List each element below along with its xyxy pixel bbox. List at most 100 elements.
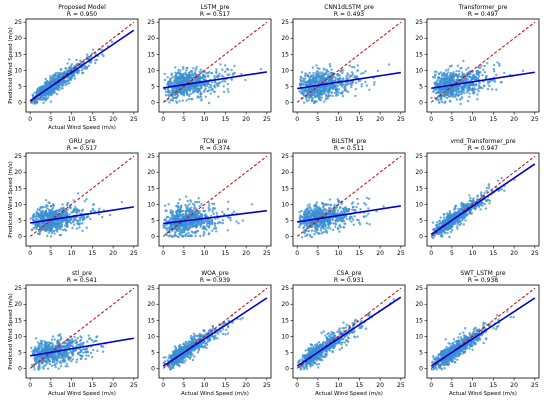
data-point <box>441 100 444 104</box>
x-tick-label: 0 <box>161 250 165 257</box>
data-point <box>322 206 325 209</box>
data-point <box>52 206 55 210</box>
data-point <box>194 214 197 217</box>
data-point <box>308 82 312 86</box>
data-point <box>76 72 80 75</box>
data-point <box>342 208 346 211</box>
data-point <box>449 100 452 103</box>
data-point <box>335 205 338 209</box>
data-point <box>83 200 87 203</box>
data-point <box>326 75 329 78</box>
data-point <box>66 201 70 205</box>
data-point <box>168 101 171 104</box>
data-point <box>327 70 330 73</box>
data-point <box>177 71 180 75</box>
data-point <box>35 90 39 93</box>
data-point <box>173 234 176 238</box>
data-point <box>210 89 214 92</box>
data-point <box>197 200 201 204</box>
data-point <box>360 72 363 75</box>
data-point <box>360 82 363 86</box>
data-point <box>36 212 40 215</box>
data-point <box>364 80 367 84</box>
data-point <box>221 210 224 214</box>
data-point <box>492 67 495 71</box>
data-point <box>81 218 85 221</box>
y-axis-label: Predicted Wind Speed (m/s) <box>8 161 14 238</box>
data-point <box>73 74 76 77</box>
data-point <box>435 98 438 102</box>
data-point <box>226 207 230 211</box>
y-tick-label: 0 <box>18 233 22 240</box>
data-point <box>35 226 38 229</box>
data-point <box>51 221 54 224</box>
data-point <box>191 74 195 77</box>
data-point <box>477 90 480 93</box>
data-point <box>165 234 169 237</box>
data-point <box>344 88 347 92</box>
data-point <box>350 74 354 78</box>
data-point <box>205 224 209 228</box>
data-point <box>87 64 91 68</box>
data-point <box>329 65 332 68</box>
data-point <box>333 203 336 207</box>
data-point <box>74 64 78 67</box>
data-point <box>326 226 330 230</box>
data-point <box>313 95 316 99</box>
data-point <box>47 213 50 216</box>
data-point <box>448 95 451 99</box>
data-point <box>331 228 335 232</box>
data-point <box>195 201 199 204</box>
data-point <box>194 69 197 73</box>
data-point <box>457 87 460 90</box>
data-point <box>465 78 468 82</box>
data-point <box>207 209 210 212</box>
data-point <box>182 93 185 96</box>
data-point <box>465 68 468 71</box>
data-point <box>331 87 335 91</box>
data-point <box>211 202 214 205</box>
data-point <box>430 96 433 100</box>
data-point <box>324 88 327 92</box>
data-point <box>312 75 315 79</box>
data-point <box>488 79 492 83</box>
data-point <box>327 94 330 98</box>
data-point <box>40 223 43 227</box>
data-point <box>320 212 323 215</box>
data-point <box>441 72 444 75</box>
data-point <box>312 71 315 75</box>
data-point <box>205 84 208 88</box>
data-point <box>189 70 192 73</box>
data-point <box>314 224 317 228</box>
data-point <box>188 94 191 98</box>
data-point <box>302 83 305 87</box>
data-point <box>460 71 464 74</box>
y-tick-label: 5 <box>285 83 289 90</box>
data-point <box>356 64 359 67</box>
data-point <box>185 89 188 93</box>
data-point <box>199 90 202 94</box>
data-point <box>327 224 331 228</box>
data-point <box>459 102 462 106</box>
data-point <box>85 226 89 229</box>
data-point <box>322 87 325 91</box>
y-tick-label: 20 <box>281 169 289 176</box>
data-point <box>469 196 472 200</box>
data-point <box>475 72 478 75</box>
x-tick-label: 10 <box>469 116 477 123</box>
data-point <box>205 228 208 232</box>
data-point <box>318 71 322 74</box>
data-point <box>205 72 208 75</box>
x-tick-label: 25 <box>397 116 405 123</box>
y-tick-label: 5 <box>419 83 423 90</box>
data-point <box>200 221 203 224</box>
identity-line <box>162 155 268 237</box>
data-point <box>447 68 450 71</box>
data-point <box>49 223 52 227</box>
data-point <box>199 225 202 228</box>
data-point <box>211 81 214 84</box>
data-point <box>476 88 480 91</box>
data-point <box>330 80 333 83</box>
data-point <box>38 222 42 225</box>
data-point <box>179 69 182 72</box>
